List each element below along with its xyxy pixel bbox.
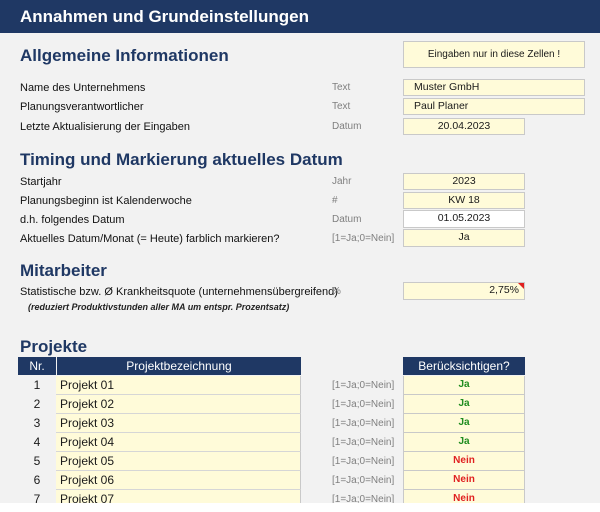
project-row-unit: [1=Ja;0=Nein] (332, 456, 395, 467)
company-name-label: Name des Unternehmens (20, 82, 146, 94)
project-row-unit: [1=Ja;0=Nein] (332, 494, 395, 505)
project-name-input[interactable]: Projekt 06 (56, 471, 301, 490)
planner-input[interactable]: Paul Planer (403, 98, 585, 115)
mark-today-input[interactable]: Ja (403, 229, 525, 247)
project-consider-input[interactable]: Ja (403, 414, 525, 433)
last-update-input[interactable]: 20.04.2023 (403, 118, 525, 135)
comment-indicator-icon[interactable] (518, 283, 524, 289)
start-year-label: Startjahr (20, 176, 62, 188)
project-row-unit: [1=Ja;0=Nein] (332, 380, 395, 391)
column-header-nr: Nr. (18, 357, 56, 375)
project-consider-input[interactable]: Ja (403, 395, 525, 414)
section-heading-projects: Projekte (20, 337, 88, 356)
start-year-input[interactable]: 2023 (403, 173, 525, 190)
project-row-unit: [1=Ja;0=Nein] (332, 475, 395, 486)
project-consider-input[interactable]: Ja (403, 433, 525, 452)
section-heading-timing: Timing und Markierung aktuelles Datum (20, 150, 343, 169)
planner-label: Planungsverantwortlicher (20, 101, 144, 113)
sheet-title: Annahmen und Grundeinstellungen (0, 0, 600, 33)
start-week-unit: # (332, 195, 338, 206)
project-row-nr: 3 (33, 416, 41, 430)
torn-edge (0, 503, 600, 512)
start-week-label: Planungsbeginn ist Kalenderwoche (20, 195, 192, 207)
project-name-input[interactable]: Projekt 02 (56, 395, 301, 414)
project-row-nr: 1 (33, 378, 41, 392)
planner-unit: Text (332, 101, 351, 112)
start-year-unit: Jahr (332, 176, 352, 187)
project-row-unit: [1=Ja;0=Nein] (332, 437, 395, 448)
project-name-input[interactable]: Projekt 01 (56, 376, 301, 395)
start-week-input[interactable]: KW 18 (403, 192, 525, 209)
start-date-value: 01.05.2023 (403, 210, 525, 228)
section-heading-staff: Mitarbeiter (20, 261, 107, 280)
sick-rate-note: (reduziert Produktivstunden aller MA um … (28, 302, 290, 312)
mark-today-label: Aktuelles Datum/Monat (= Heute) farblich… (20, 233, 280, 245)
project-row-unit: [1=Ja;0=Nein] (332, 399, 395, 410)
project-row-nr: 5 (33, 454, 41, 468)
sick-rate-value: 2,75% (489, 284, 519, 296)
project-row-nr: 7 (33, 492, 41, 506)
project-name-input[interactable]: Projekt 04 (56, 433, 301, 452)
project-row-nr: 6 (33, 473, 41, 487)
column-header-project-name: Projektbezeichnung (57, 357, 301, 375)
last-update-label: Letzte Aktualisierung der Eingaben (20, 121, 191, 133)
company-name-unit: Text (332, 82, 351, 93)
sick-rate-input[interactable]: 2,75% (403, 282, 525, 300)
input-hint-box: Eingaben nur in diese Zellen ! (403, 41, 585, 68)
company-name-input[interactable]: Muster GmbH (403, 79, 585, 96)
project-name-input[interactable]: Projekt 03 (56, 414, 301, 433)
sick-rate-label: Statistische bzw. Ø Krankheitsquote (unt… (20, 286, 338, 298)
project-consider-input[interactable]: Nein (403, 452, 525, 471)
section-heading-general: Allgemeine Informationen (20, 46, 229, 65)
column-header-consider: Berücksichtigen? (403, 357, 525, 375)
project-row-nr: 2 (33, 397, 41, 411)
project-consider-input[interactable]: Ja (403, 376, 525, 395)
mark-today-unit: [1=Ja;0=Nein] (332, 233, 395, 244)
sick-rate-unit: % (332, 286, 341, 297)
project-name-input[interactable]: Projekt 05 (56, 452, 301, 471)
project-consider-input[interactable]: Nein (403, 471, 525, 490)
start-date-unit: Datum (332, 214, 362, 225)
start-date-label: d.h. folgendes Datum (20, 214, 125, 226)
last-update-unit: Datum (332, 121, 362, 132)
project-row-unit: [1=Ja;0=Nein] (332, 418, 395, 429)
project-row-nr: 4 (33, 435, 41, 449)
